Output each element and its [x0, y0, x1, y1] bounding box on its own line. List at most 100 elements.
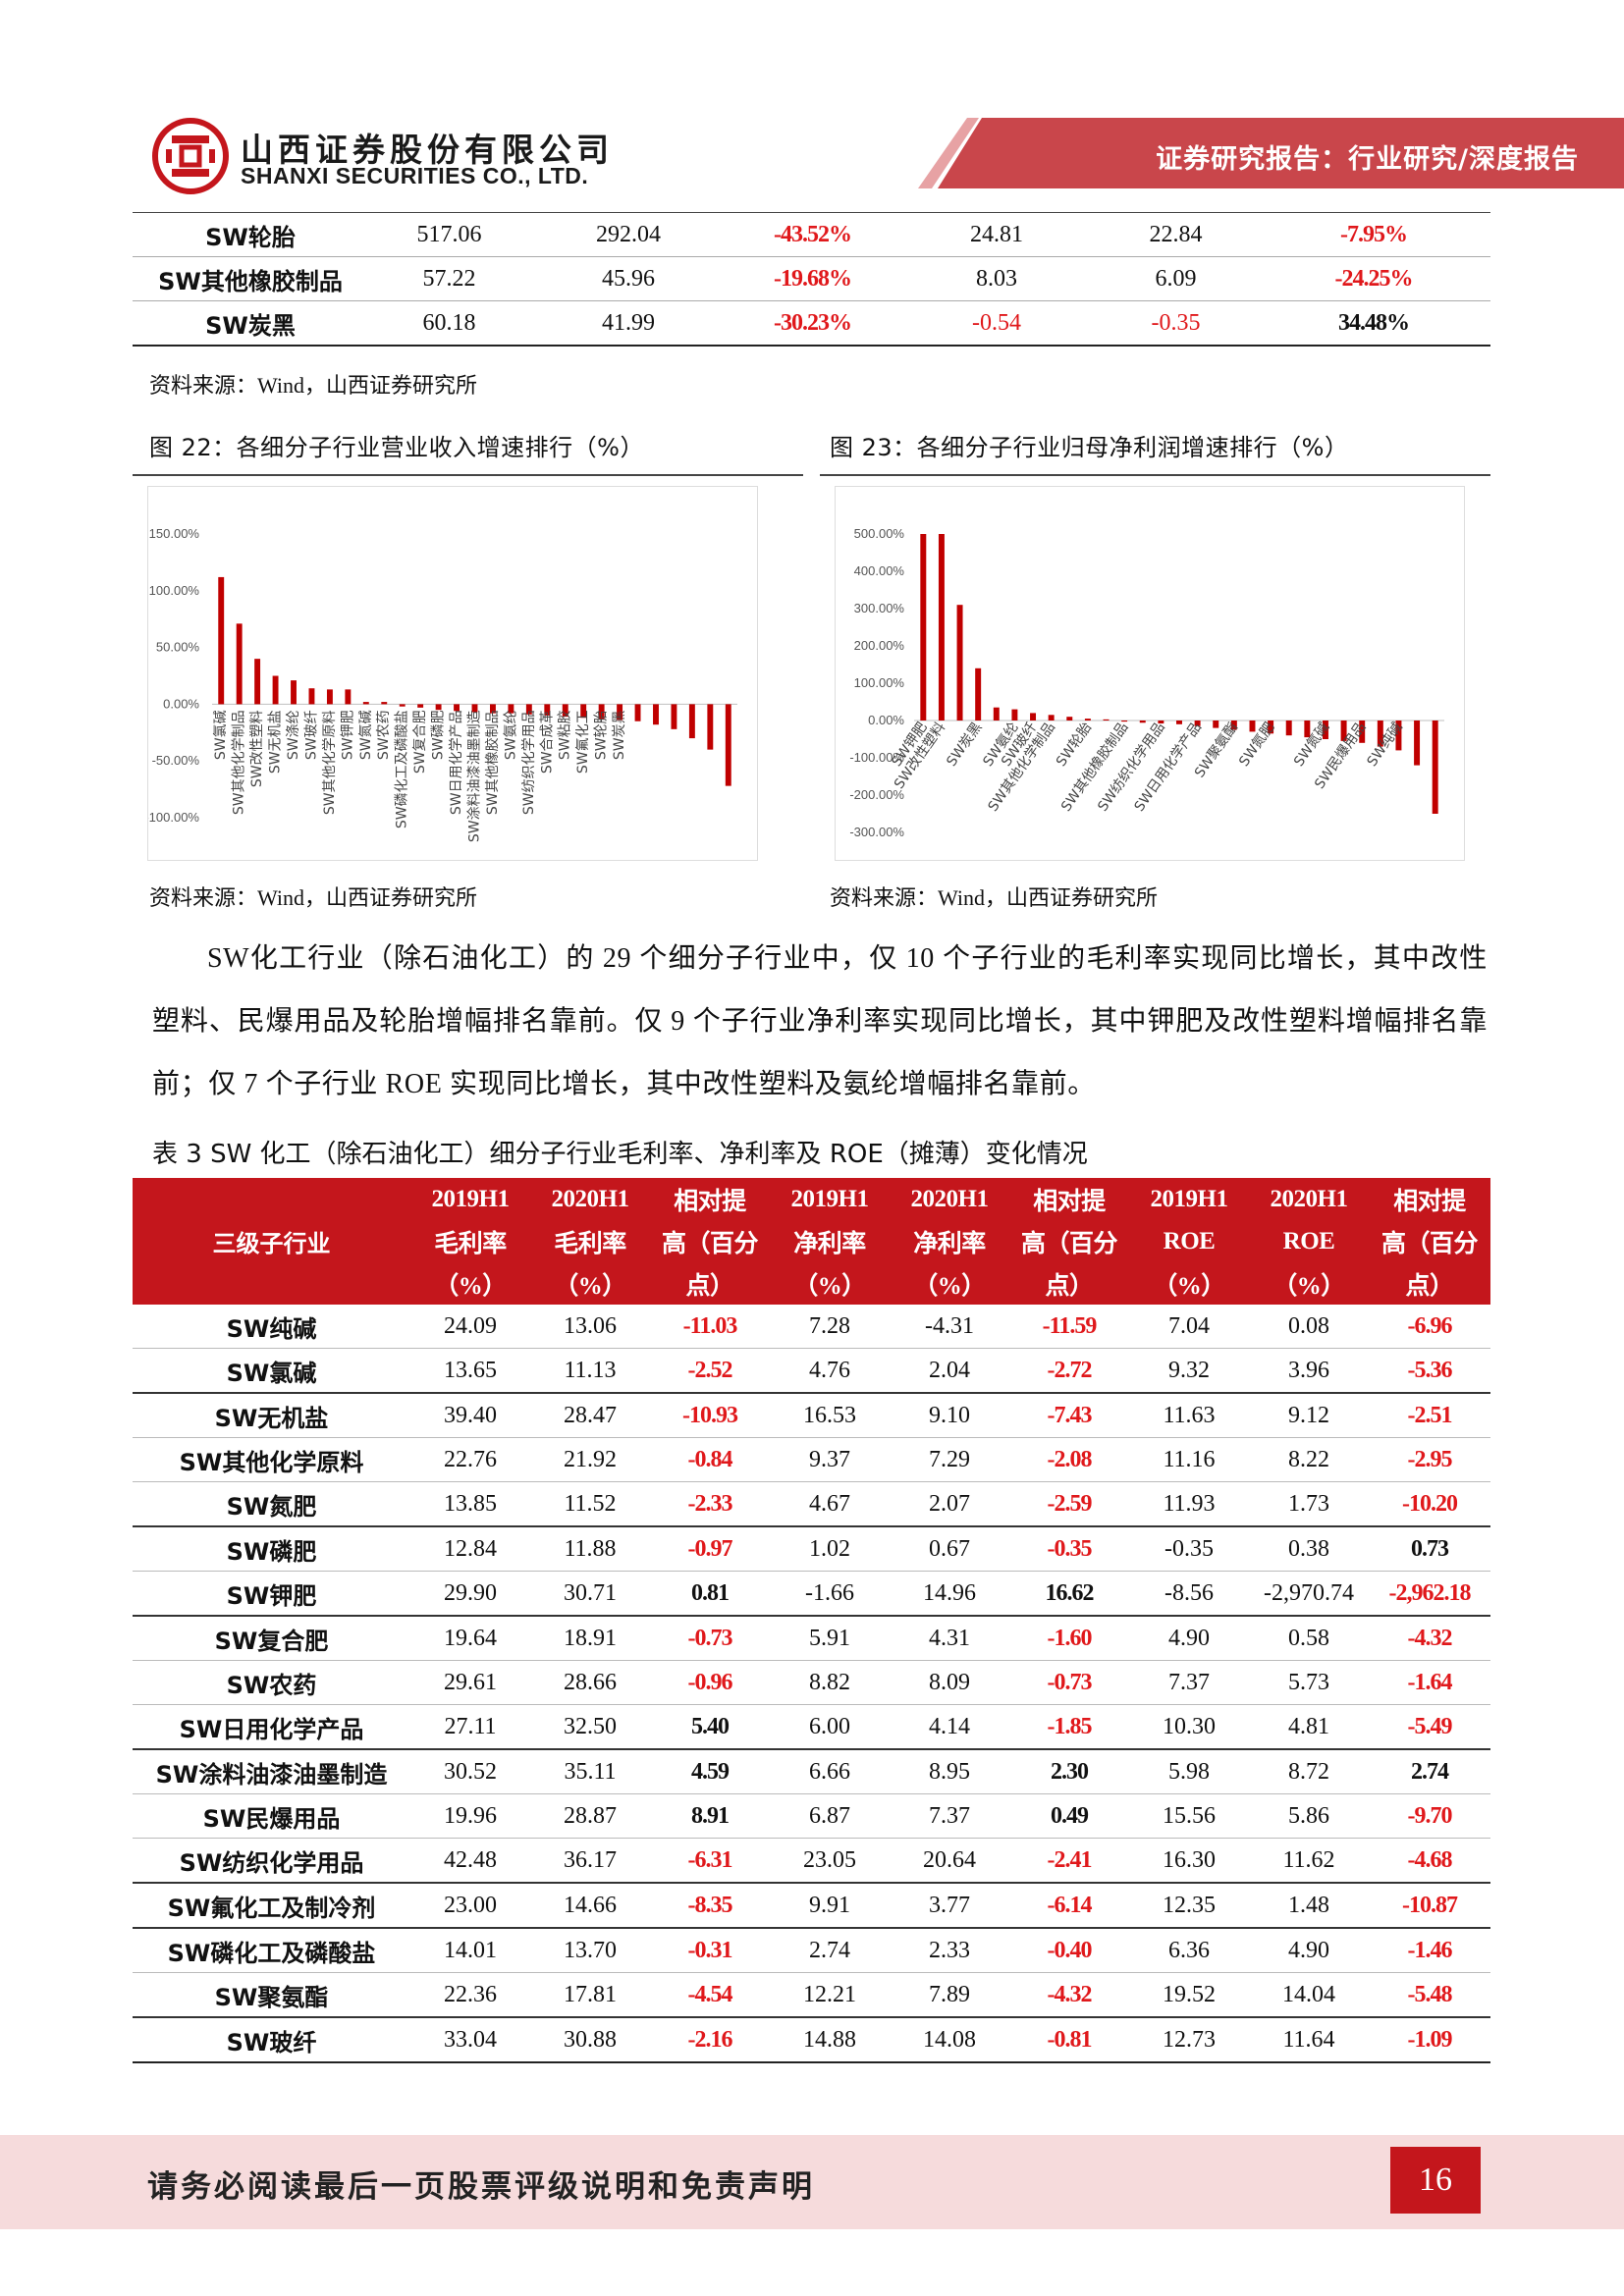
category-label: SW磷化工及磷酸盐 — [395, 710, 410, 828]
table3-header-cell: 2020H1 — [530, 1178, 650, 1220]
table-cell: 8.95 — [890, 1749, 1009, 1794]
table3-header-first: 三级子行业 — [133, 1178, 410, 1305]
bar-SW石油贸易 — [725, 704, 731, 786]
y-tick-label: 50.00% — [156, 640, 200, 655]
y-tick-label: 0.00% — [868, 713, 904, 727]
table-cell: -7.95% — [1257, 212, 1490, 257]
table-cell: 8.03 — [898, 256, 1095, 301]
bar-SW涤纶 — [291, 680, 297, 705]
row-name: SW玻纤 — [226, 2028, 317, 2056]
category-label: SW氮肥 — [1236, 720, 1277, 770]
table-row: SW炭黑 60.18 41.99 -30.23% -0.54 -0.35 34.48% — [133, 301, 1490, 347]
table-cell: -10.87 — [1369, 1883, 1490, 1929]
table-cell: 1.02 — [770, 1526, 890, 1572]
bar-SW粘胶 — [562, 704, 568, 718]
category-label: SW无机盐 — [268, 710, 284, 774]
table-cell: 6.87 — [770, 1793, 890, 1839]
table-cell: 11.62 — [1249, 1838, 1369, 1884]
table-cell: 28.66 — [530, 1660, 650, 1705]
y-tick-label: -100.00% — [148, 810, 199, 825]
table-cell: 16.30 — [1129, 1838, 1249, 1884]
table-cell: 9.32 — [1129, 1348, 1249, 1394]
table-cell: 7.29 — [890, 1437, 1009, 1482]
table-cell: -1.46 — [1369, 1928, 1490, 1973]
table-cell: -2.41 — [1009, 1838, 1129, 1884]
table3-header-row: 三级子行业 2019H1 2020H1 相对提 2019H1 2020H1 相对提 2019H… — [133, 1178, 1490, 1305]
table-cell: 9.12 — [1249, 1393, 1369, 1438]
table-cell: 9.91 — [770, 1883, 890, 1929]
row-name: SW民爆用品 — [133, 1793, 410, 1839]
table3-header-cell: ROE — [1249, 1220, 1369, 1262]
bar-SW维纶 — [1176, 721, 1182, 724]
table-cell: 20.64 — [890, 1838, 1009, 1884]
report-type: 证券研究报告：行业研究/深度报告 — [1156, 144, 1579, 175]
y-tick-label: 500.00% — [854, 526, 905, 541]
bar-SW日用化学产品 — [1194, 721, 1201, 726]
row-name: SW磷化工及磷酸盐 — [133, 1928, 410, 1973]
table-cell: 0.67 — [890, 1526, 1009, 1572]
table-cell: -1.85 — [1009, 1704, 1129, 1750]
table-cell: 36.17 — [530, 1838, 650, 1884]
table-cell: -5.36 — [1369, 1348, 1490, 1394]
category-label: SW日用化学产品 — [1132, 720, 1205, 815]
bar-SW锦纶 — [688, 704, 695, 739]
table-cell: 5.40 — [650, 1704, 770, 1750]
category-label: SW氨纶 — [503, 710, 518, 760]
bar-SW钾肥 — [920, 534, 927, 721]
table-cell: 4.59 — [650, 1749, 770, 1794]
row-name: SW钾肥 — [133, 1571, 410, 1617]
bar-SW纯碱 — [1395, 721, 1402, 751]
table-cell: 8.82 — [770, 1660, 890, 1705]
fig23-title: 图 23：各细分子行业归母净利润增速排行（%） — [830, 434, 1349, 461]
table3-header-cell: 相对提 — [1369, 1178, 1490, 1220]
table-cell: -7.43 — [1009, 1393, 1129, 1438]
table-cell: 7.28 — [770, 1305, 890, 1349]
table-row: SW纺织化学用品 42.48 36.17 -6.31 23.05 20.64 -2.41 16… — [133, 1838, 1490, 1884]
table-cell: -1.09 — [1407, 2026, 1453, 2053]
table-cell: 5.73 — [1249, 1660, 1369, 1705]
y-tick-label: 100.00% — [854, 675, 905, 690]
table-cell: 8.22 — [1249, 1437, 1369, 1482]
table-cell: 6.00 — [770, 1704, 890, 1750]
table3-header-cell: （%） — [410, 1262, 530, 1305]
table-cell: -0.35 — [1129, 1526, 1249, 1572]
bar-SW日用化学产品 — [454, 704, 460, 712]
bar-SW氮碱 — [1322, 721, 1328, 739]
table-cell: 11.16 — [1129, 1437, 1249, 1482]
table-cell: 13.70 — [530, 1928, 650, 1973]
bar-SW涤纶 — [993, 707, 1000, 721]
bar-SW合成革 — [1139, 721, 1146, 723]
table-cell: 30.71 — [530, 1571, 650, 1617]
table-cell: 28.47 — [530, 1393, 650, 1438]
row-name: SW磷肥 — [133, 1526, 410, 1572]
table-cell: -8.35 — [650, 1883, 770, 1929]
table-cell: 28.87 — [530, 1793, 650, 1839]
bar-SW氮碱 — [362, 702, 369, 705]
y-tick-label: 200.00% — [854, 638, 905, 653]
bar-SW其他化学原料 — [326, 689, 333, 705]
table-cell: -2.52 — [650, 1348, 770, 1394]
table-cell: 0.49 — [1009, 1793, 1129, 1839]
table-cell: 12.21 — [770, 1972, 890, 2018]
table-cell: 14.66 — [530, 1883, 650, 1929]
bar-SW炭黑 — [975, 667, 982, 721]
table-cell: 11.52 — [530, 1481, 650, 1527]
row-name: SW氯碱 — [133, 1348, 410, 1394]
page-number: 16 — [1390, 2147, 1481, 2214]
table-cell: 7.37 — [890, 1793, 1009, 1839]
row-name: SW炭黑 — [205, 311, 296, 340]
bar-SW磷肥 — [435, 704, 442, 711]
category-label: SW改性塑料 — [249, 710, 265, 787]
table-cell: -2.33 — [650, 1481, 770, 1527]
table-cell: -4.31 — [890, 1305, 1009, 1349]
table-cell: -11.59 — [1009, 1305, 1129, 1349]
table-cell: 16.53 — [770, 1393, 890, 1438]
table-cell: -10.20 — [1369, 1481, 1490, 1527]
table-cell: 0.73 — [1369, 1526, 1490, 1572]
category-label: SW炭黑 — [612, 710, 627, 760]
bar-SW其他化学制品 — [236, 623, 243, 705]
table-cell: 6.09 — [1095, 256, 1257, 301]
fig23-source: 资料来源：Wind，山西证券研究所 — [830, 885, 1158, 910]
table-row: SW民爆用品 19.96 28.87 8.91 6.87 7.37 0.49 15.56 5.8… — [133, 1793, 1490, 1839]
table3-header-cell: 点） — [1369, 1262, 1490, 1305]
